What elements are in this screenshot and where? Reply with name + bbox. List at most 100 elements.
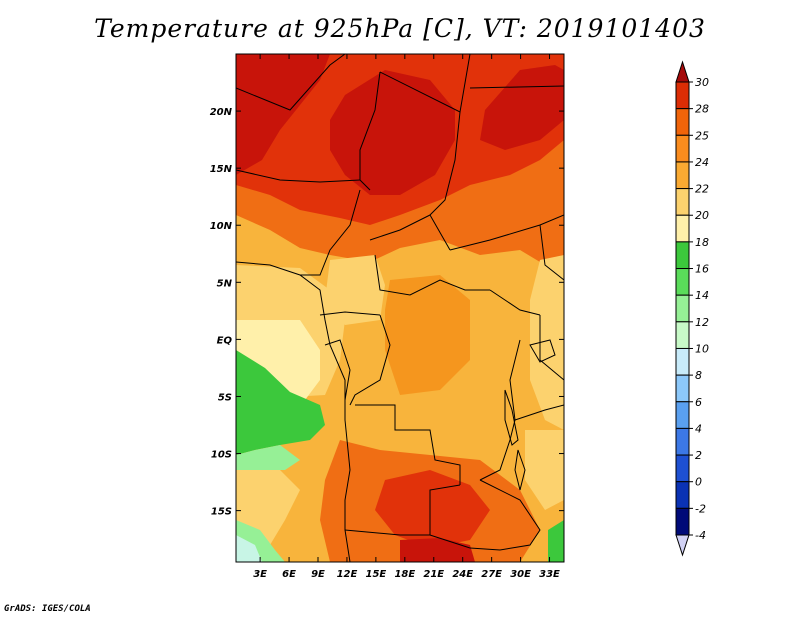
colorbar-top-triangle [675,60,690,83]
colorbar-label: 24 [695,156,709,169]
colorbar-segment [675,108,690,136]
lon-label: 33E [539,569,560,580]
border-cameroon-gabon [319,311,381,316]
colorbar-label: -2 [695,502,706,515]
lat-label: 15N [210,164,233,175]
field-ocean-green [236,350,325,455]
field-east-pale [530,255,564,430]
colorbar-label: 25 [695,129,709,142]
border-ethiopia [539,224,564,281]
border-nigeria-cameroon [300,189,361,276]
border-angola-zambia [429,484,461,535]
border-zambia-east [469,479,541,551]
colorbar-segment [675,161,690,190]
country-borders [236,54,564,562]
colorbar-segment [675,347,690,376]
colorbar-segment [675,401,690,429]
field-mozambique-green [548,520,564,562]
lon-label: 21E [423,569,444,580]
colorbar-label: 14 [695,289,709,302]
lon-label: 6E [282,569,296,580]
field-east-south-pale [525,430,564,510]
colorbar-segment [675,268,690,296]
colorbar-label: 6 [695,396,702,409]
colorbar-segment [675,214,690,243]
border-niger-chad [359,71,381,191]
latitude-axis: 20N 15N 10N 5N EQ 5S 10S 15S [210,107,564,518]
lake-victoria [529,339,556,363]
longitude-axis: 3E 6E 9E 12E 15E 18E 21E 24E 27E 30E 33E [253,54,560,580]
field-zambia-hot [375,470,490,548]
border-niger-nigeria [236,169,361,183]
lat-label: 15S [211,507,232,518]
border-tanzania [514,404,564,421]
colorbar-label: 30 [695,76,709,89]
lon-label: 27E [481,569,502,580]
lon-label: 9E [311,569,325,580]
field-ocean-southwest-cyan [236,535,262,562]
lon-label: 12E [337,569,358,580]
lon-label: 30E [510,569,531,580]
border-drc-angola [355,404,461,485]
colorbar-label: 10 [695,342,709,355]
chart-title: Temperature at 925hPa [C], VT: 201910140… [94,14,706,43]
lake-malawi [514,449,526,491]
map-frame [235,53,565,563]
colorbar-label: 8 [695,369,702,382]
colorbar-segment [675,188,690,216]
colorbar-label: 4 [695,422,702,435]
colorbar-bottom-triangle [675,534,690,557]
colorbar-label: -4 [695,529,706,542]
colorbar-segment [675,374,690,403]
lat-label: 5S [218,392,232,403]
border-angola-namibia [344,529,471,549]
colorbar-segment [675,454,690,483]
border-libya-niger-chad [236,54,346,111]
lat-label: 10S [211,450,232,461]
field-ocean-light-green [236,445,300,470]
colorbar-segment [675,134,690,163]
colorbar-label: 28 [695,103,709,116]
border-south-sudan-south [489,289,541,316]
border-drc-east [479,339,521,481]
lat-label: EQ [217,335,233,346]
lon-label: 18E [394,569,415,580]
colorbar-segment [675,321,690,349]
colorbar-segment [675,241,690,270]
colorbar-label: 18 [695,236,709,249]
colorbar-segment [675,507,690,536]
colorbar-label: 16 [695,263,709,276]
grads-credit: GrADS: IGES/COLA [4,604,91,614]
border-sudan-south-sudan [449,214,564,251]
field-cameroon-pale [325,255,385,325]
border-kenya [539,315,564,381]
colorbar-segment [675,427,690,456]
field-congo-orange [385,275,470,395]
colorbar-label: 12 [695,316,709,329]
border-chad-sudan [429,111,461,251]
field-west-sahel-hottest [236,54,330,175]
border-congo-drc [349,314,391,406]
lon-label: 24E [452,569,473,580]
lat-label: 10N [210,221,233,232]
colorbar-label: 22 [695,183,709,196]
border-chad-car [369,214,431,241]
coastline-west [236,261,351,562]
lon-label: 3E [253,569,267,580]
colorbar-label: 0 [695,476,702,489]
colorbar-label: 20 [695,209,709,222]
colorbar-label: 2 [695,449,702,462]
lat-label: 5N [217,278,233,289]
colorbar-segment [675,81,690,110]
colorbar-segment [675,294,690,323]
lake-tanganyika [504,389,519,446]
lat-label: 20N [210,107,233,118]
border-gabon-congo [324,339,351,401]
lon-label: 15E [366,569,387,580]
colorbar-segment [675,481,690,509]
border-car-south [374,254,490,296]
border-egypt-sudan [469,85,564,89]
field-chad-hottest [330,70,455,195]
